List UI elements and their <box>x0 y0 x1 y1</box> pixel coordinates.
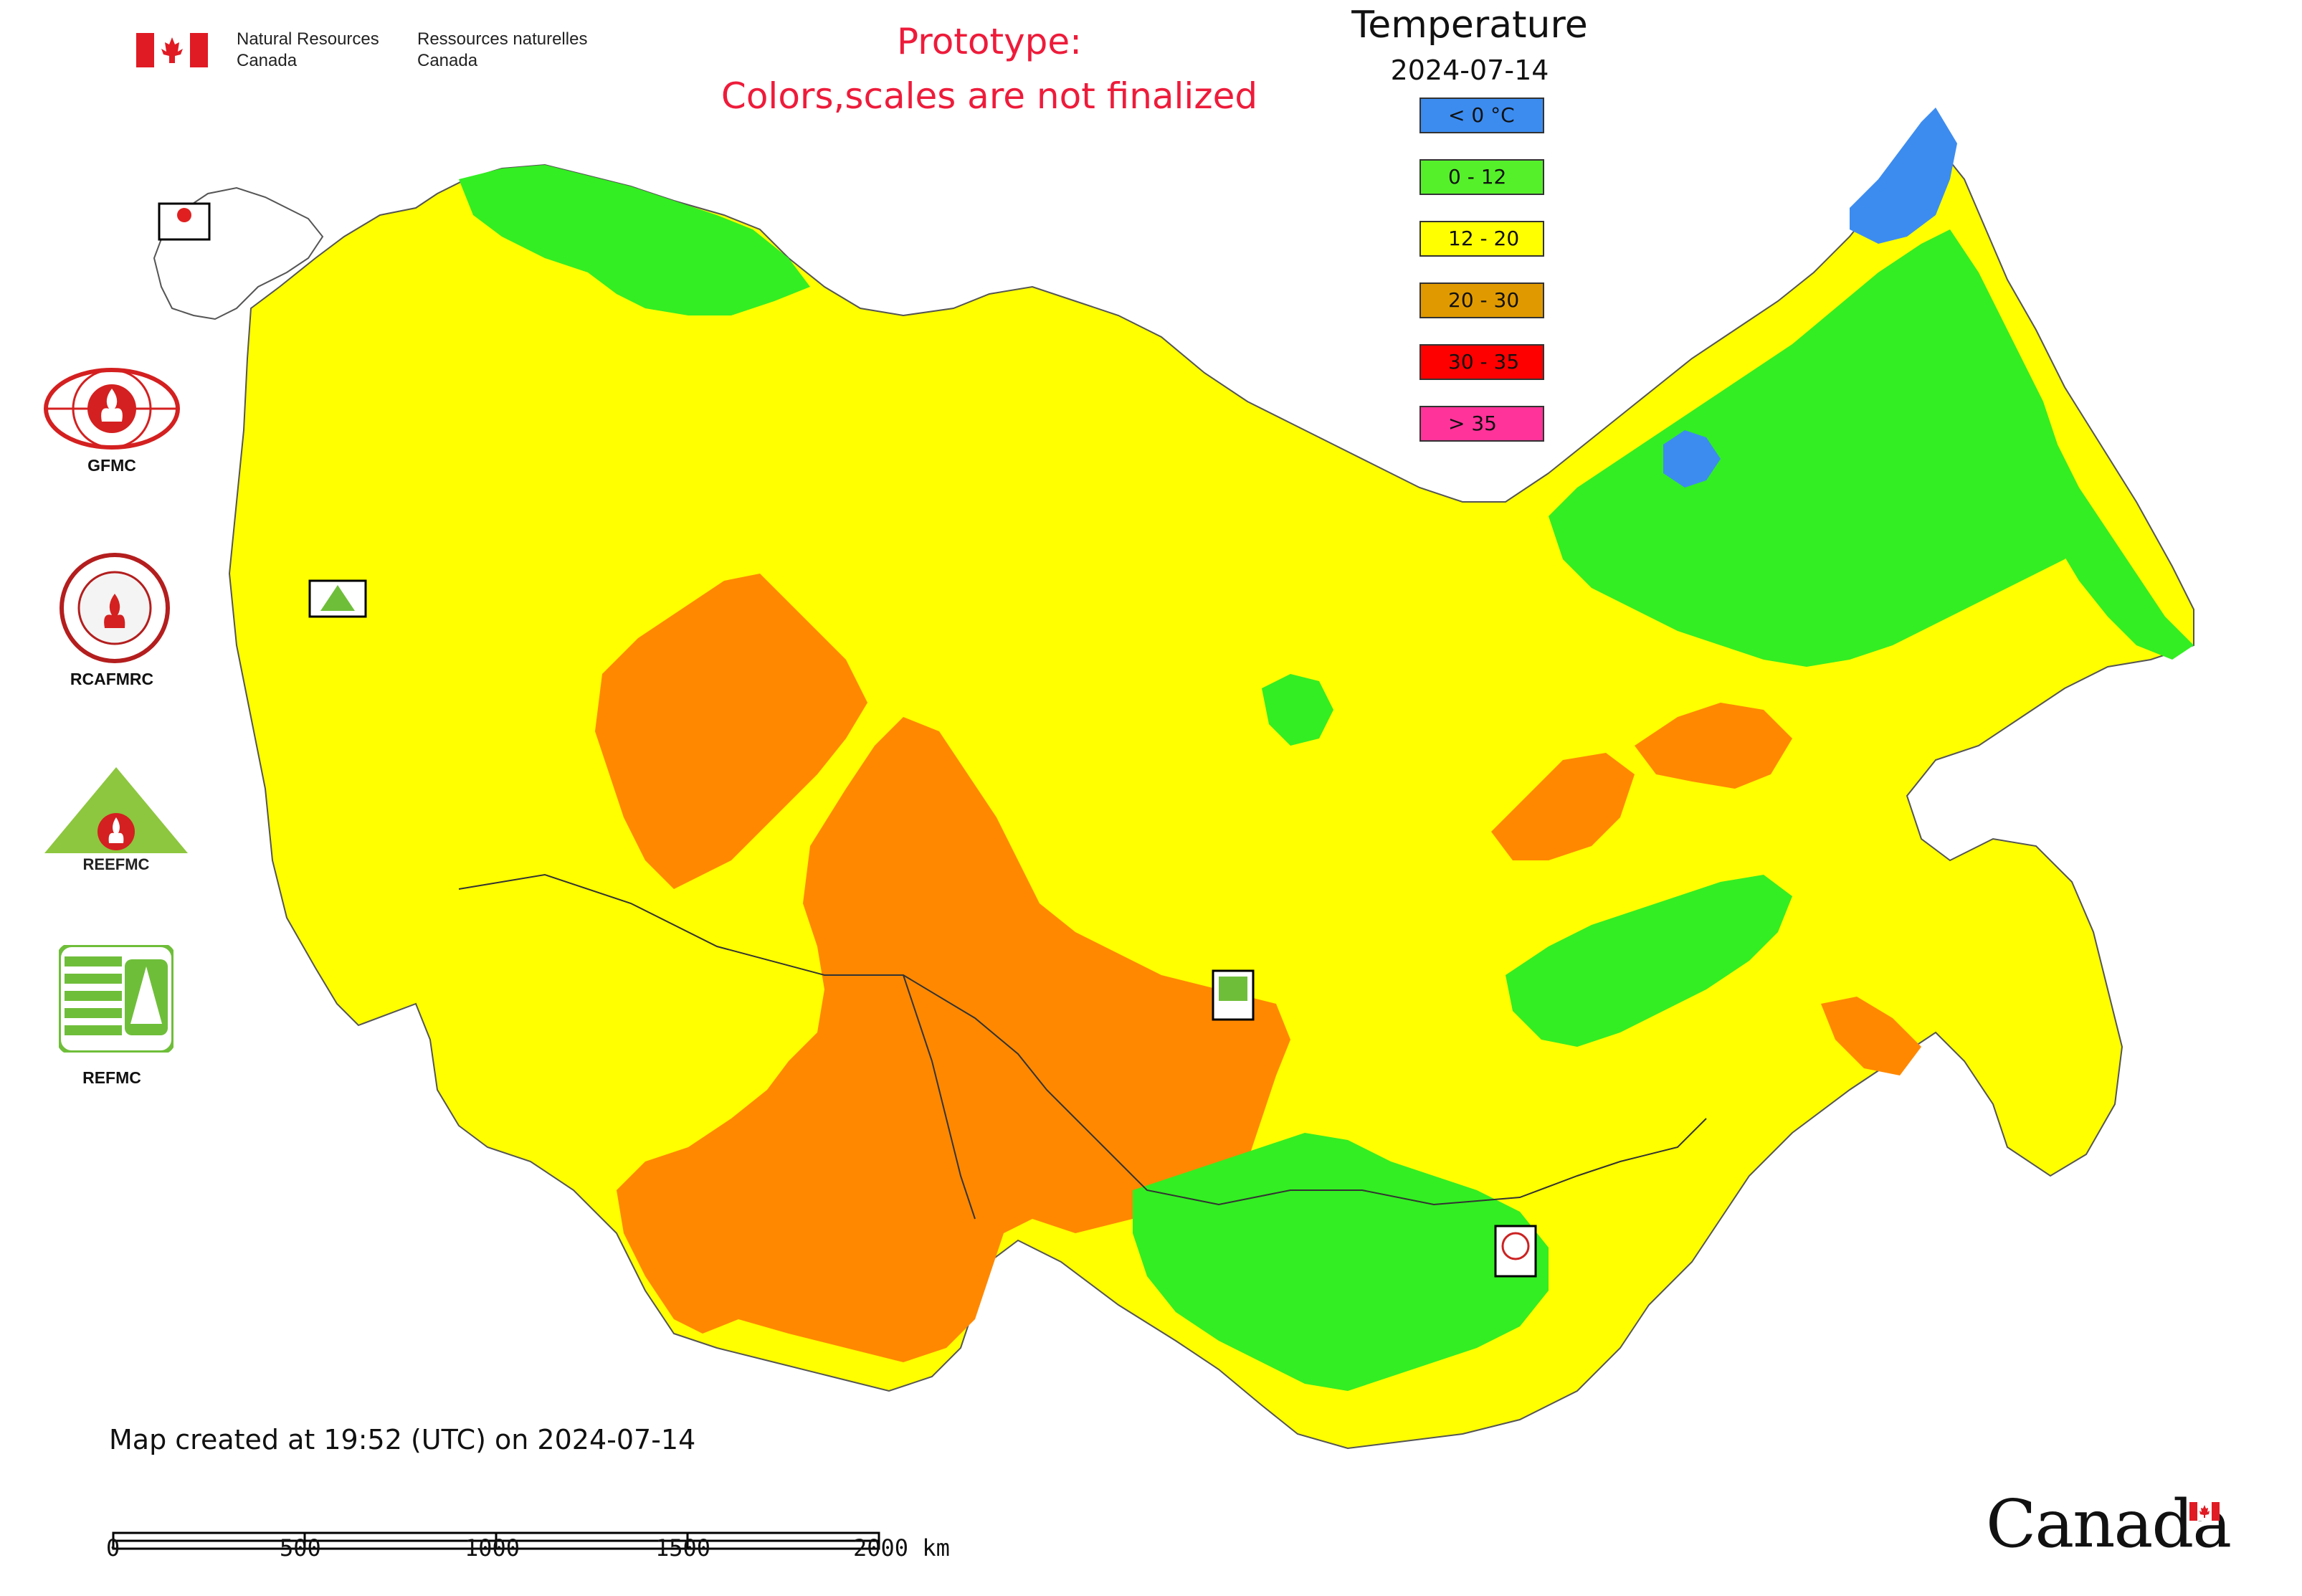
cold-region-kolyma <box>1663 430 1721 488</box>
prototype-line2: Colors,scales are not finalized <box>720 75 1258 117</box>
warm-region-southeast <box>1821 997 1921 1075</box>
cool-region-central <box>1262 674 1333 746</box>
refmc-logo-icon[interactable] <box>59 945 173 1053</box>
gfmc-label: GFMC <box>87 456 136 475</box>
map-created-timestamp: Map created at 19:52 (UTC) on 2024-07-14 <box>109 1424 696 1455</box>
border-lines-2 <box>903 974 976 1220</box>
legend-item-12-20: 12 - 20 <box>1419 221 1544 257</box>
scale-label-1000: 1000 <box>465 1534 520 1562</box>
reefmc-marker[interactable] <box>308 579 367 618</box>
cool-region-kola <box>459 165 810 315</box>
warm-region-central <box>617 717 1290 1362</box>
legend-item-30-35: 30 - 35 <box>1419 344 1544 380</box>
reefmc-logo-text: REEFMC <box>83 855 150 873</box>
warm-region-east-1 <box>1491 753 1635 860</box>
cool-region-baikal <box>1506 875 1792 1047</box>
legend-title: Temperature <box>1351 4 1588 47</box>
scale-label-0: 0 <box>106 1534 120 1562</box>
canada-wordmark: Canada <box>1986 1486 2232 1562</box>
scale-label-2000: 2000 km <box>853 1534 950 1562</box>
legend-item-below-zero: < 0 °C <box>1419 98 1544 133</box>
gfmc-logo-icon[interactable] <box>40 366 184 452</box>
refmc-label: REFMC <box>82 1068 141 1087</box>
nrcan-fr-line2: Canada <box>417 51 478 70</box>
scale-bar <box>112 1531 880 1550</box>
scale-label-1500: 1500 <box>655 1534 711 1562</box>
rcafmrc-marker[interactable] <box>1494 1225 1537 1278</box>
legend-item-above-35: > 35 <box>1419 406 1544 442</box>
rcafmrc-label: RCAFMRC <box>70 670 154 688</box>
canada-flag-icon <box>136 33 208 67</box>
reefmc-logo-icon[interactable]: REEFMC <box>37 767 195 875</box>
prototype-line1: Prototype: <box>896 21 1083 62</box>
nrcan-signature-en: Natural Resources Canada <box>237 29 379 72</box>
nrcan-en-line1: Natural Resources <box>237 29 379 49</box>
cold-region-chukotka <box>1850 108 1957 244</box>
legend-item-0-12: 0 - 12 <box>1419 159 1544 195</box>
gfmc-marker[interactable] <box>158 202 211 241</box>
rcafmrc-logo-icon[interactable] <box>57 551 172 665</box>
cool-region-northeast <box>1549 229 2093 667</box>
legend-date: 2024-07-14 <box>1390 54 1549 86</box>
legend-item-20-30: 20 - 30 <box>1419 282 1544 318</box>
nrcan-signature-fr: Ressources naturelles Canada <box>417 29 587 72</box>
cool-region-kamchatka <box>2043 459 2194 660</box>
scale-label-500: 500 <box>280 1534 321 1562</box>
nrcan-fr-line1: Ressources naturelles <box>417 29 588 49</box>
canada-wordmark-flag-icon <box>2189 1502 2220 1521</box>
nrcan-en-line2: Canada <box>237 51 298 70</box>
refmc-marker[interactable] <box>1212 969 1255 1021</box>
warm-region-west <box>595 574 867 889</box>
prototype-notice: Prototype: Colors,scales are not finaliz… <box>631 14 1348 123</box>
warm-region-east-2 <box>1635 703 1792 789</box>
cool-region-south <box>1133 1133 1549 1391</box>
border-lines <box>458 873 1707 1206</box>
